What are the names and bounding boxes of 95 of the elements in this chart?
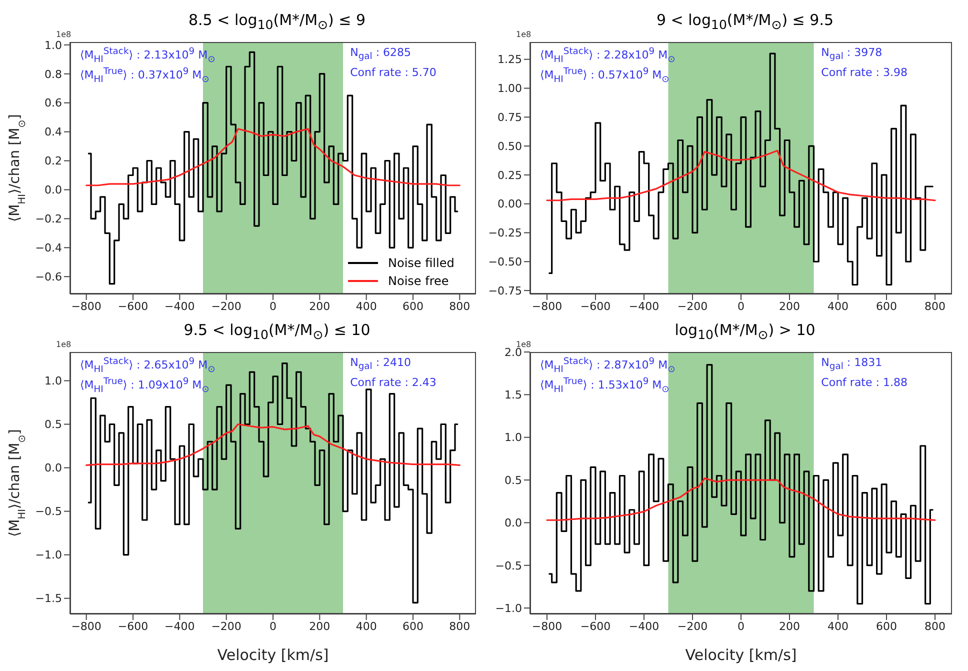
y-tick-label: 1.25 — [498, 53, 522, 66]
y-tick-label: 0.6 — [44, 96, 62, 110]
y-tick-label: 0.0 — [44, 462, 62, 475]
x-tick-label: 600 — [876, 300, 898, 313]
x-tick-label: 200 — [779, 620, 800, 633]
chart-title: log$_{10}$(M*/M$_{⊙}$) > 10 — [674, 321, 816, 342]
y-tick-label: 0.4 — [44, 126, 62, 139]
x-tick-label: −200 — [211, 620, 242, 633]
y-tick-label: −1.5 — [35, 592, 62, 606]
line-series — [546, 150, 936, 202]
y-tick-label: −0.5 — [35, 505, 62, 518]
annotation: ⟨M$_{HI}$$^{True}$⟩ : 0.57x10$^{9}$ M$_{⊙}$ — [540, 66, 670, 85]
x-tick-label: −400 — [628, 300, 660, 313]
x-tick-label: 0 — [738, 620, 744, 633]
y-tick-label: 0.5 — [504, 474, 522, 487]
legend-label: Noise free — [388, 274, 449, 288]
y-tick-label: 1.5 — [504, 388, 522, 402]
line-series — [86, 128, 460, 186]
y-tick-label: 0.75 — [498, 111, 522, 124]
y-tick-label: 0.5 — [44, 418, 62, 432]
annotation: N$_{gal}$ : 6285 — [350, 46, 412, 62]
y-tick-label: −0.50 — [488, 256, 522, 269]
x-tick-label: 800 — [924, 620, 946, 633]
y-tick-label: −0.2 — [35, 212, 62, 226]
y-tick-label: −1.0 — [35, 548, 62, 562]
x-tick-label: 800 — [449, 620, 470, 633]
x-tick-label: 800 — [924, 300, 946, 313]
annotation: ⟨M$_{HI}$$^{True}$⟩ : 1.53x10$^{9}$ M$_{⊙}$ — [540, 376, 670, 395]
y-tick-label: −0.6 — [35, 270, 62, 284]
x-tick-label: −200 — [211, 300, 242, 313]
chart-title: 8.5 < log$_{10}$(M*/M$_{⊙}$) ≤ 9 — [188, 11, 366, 32]
y-tick-label: 0.8 — [44, 68, 62, 81]
y-tick-label: −1.0 — [495, 602, 522, 615]
x-tick-label: 200 — [779, 300, 800, 313]
annotation: Conf rate : 1.88 — [821, 376, 908, 389]
y-tick-label: −0.25 — [488, 226, 522, 240]
x-tick-label: −400 — [164, 300, 195, 313]
annotation: ⟨M$_{HI}$$^{Stack}$⟩ : 2.65x10$^{9}$ M$_{⊙}$ — [80, 356, 216, 375]
annotation: N$_{gal}$ : 1831 — [821, 356, 882, 372]
y-tick-label: 1.0 — [504, 431, 522, 444]
x-tick-label: 400 — [356, 300, 377, 313]
x-tick-label: −800 — [532, 620, 562, 633]
x-tick-label: 0 — [270, 300, 276, 313]
line-series — [546, 478, 936, 521]
x-tick-label: −600 — [580, 300, 611, 313]
x-tick-label: 600 — [402, 620, 424, 633]
annotation: N$_{gal}$ : 3978 — [821, 46, 882, 62]
x-tick-label: −600 — [118, 300, 148, 313]
x-tick-label: 600 — [876, 620, 898, 633]
x-tick-label: −800 — [71, 300, 102, 313]
legend-label: Noise filled — [388, 256, 454, 270]
y-tick-label: 0.50 — [498, 140, 522, 153]
y-tick-label: 0.0 — [44, 184, 62, 197]
x-tick-label: −600 — [118, 620, 148, 633]
x-tick-label: 200 — [309, 300, 330, 313]
chart-title: 9.5 < log$_{10}$(M*/M$_{⊙}$) ≤ 10 — [184, 321, 370, 342]
x-tick-label: 0 — [738, 300, 744, 313]
annotation: ⟨M$_{HI}$$^{Stack}$⟩ : 2.13x10$^{9}$ M$_{⊙}$ — [80, 46, 216, 65]
x-tick-label: −200 — [677, 300, 708, 313]
y-tick-label: −0.5 — [495, 559, 522, 572]
annotation: N$_{gal}$ : 2410 — [350, 356, 412, 372]
annotation: ⟨M$_{HI}$$^{Stack}$⟩ : 2.87x10$^{9}$ M$_{⊙}$ — [540, 356, 676, 375]
x-tick-label: −800 — [532, 300, 562, 313]
x-tick-label: 600 — [402, 300, 424, 313]
x-tick-label: 400 — [828, 620, 849, 633]
x-tick-label: −400 — [628, 620, 660, 633]
y-tick-label: 0.00 — [498, 198, 522, 211]
annotation: Conf rate : 3.98 — [821, 66, 908, 79]
x-tick-label: 800 — [449, 300, 470, 313]
x-tick-label: 200 — [309, 620, 330, 633]
x-tick-label: 0 — [270, 620, 276, 633]
y-tick-label: 0.0 — [504, 516, 522, 530]
chart-title: 9 < log$_{10}$(M*/M$_{⊙}$) ≤ 9.5 — [656, 11, 834, 32]
x-tick-label: −600 — [580, 620, 611, 633]
annotation: ⟨M$_{HI}$$^{Stack}$⟩ : 2.28x10$^{9}$ M$_{⊙}$ — [540, 46, 676, 65]
text: 1e8 — [56, 30, 72, 39]
annotation: Conf rate : 5.70 — [350, 66, 436, 79]
y-tick-label: 1.0 — [44, 374, 62, 388]
text: 1e8 — [516, 30, 532, 39]
x-tick-label: 400 — [356, 620, 377, 633]
x-tick-label: −200 — [677, 620, 708, 633]
y-tick-label: −0.75 — [488, 284, 522, 298]
y-tick-label: −0.4 — [35, 242, 62, 255]
y-tick-label: 0.2 — [44, 154, 62, 168]
annotation: Conf rate : 2.43 — [350, 376, 436, 389]
x-tick-label: 400 — [828, 300, 849, 313]
y-tick-label: 1.00 — [498, 82, 522, 96]
y-tick-label: 1.0 — [44, 38, 62, 52]
x-axis-title: Velocity [km/s] — [685, 646, 797, 664]
x-axis-title: Velocity [km/s] — [217, 646, 329, 664]
line-series — [86, 423, 460, 466]
x-tick-label: −400 — [164, 620, 195, 633]
x-tick-label: −800 — [71, 620, 102, 633]
text: 1e8 — [56, 340, 72, 349]
y-tick-label: 0.25 — [498, 168, 522, 182]
